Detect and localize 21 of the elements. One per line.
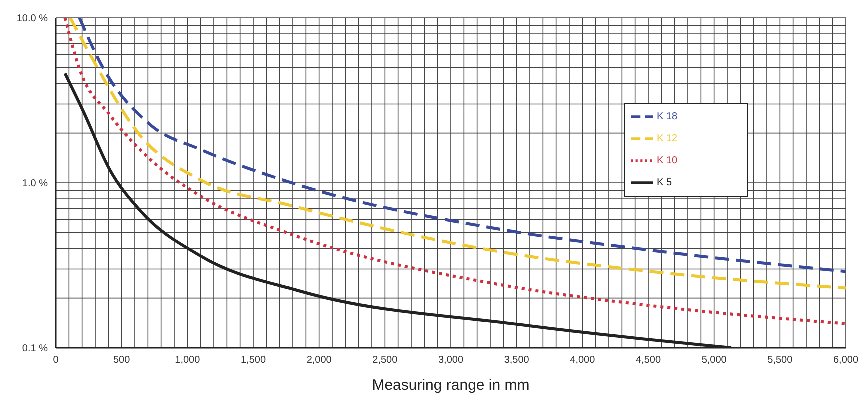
legend-label: K 18 — [657, 112, 678, 123]
y-tick-label: 1.0 % — [22, 178, 48, 190]
x-tick-label: 6,000 — [833, 355, 859, 366]
x-tick-label: 4,500 — [636, 355, 662, 366]
x-tick-label: 3,000 — [438, 355, 464, 366]
x-tick-label: 5,000 — [702, 355, 728, 366]
x-tick-label: 0 — [53, 355, 60, 366]
legend-label: K 10 — [657, 156, 678, 167]
x-tick-label: 2,000 — [306, 355, 332, 366]
x-tick-label: 5,500 — [768, 355, 794, 366]
y-tick-label: 0.1 % — [22, 344, 48, 355]
x-tick-label: 4,000 — [570, 355, 596, 366]
x-tick-label: 3,500 — [504, 355, 530, 366]
x-tick-label: 1,000 — [175, 355, 201, 366]
x-tick-label: 2,500 — [372, 355, 398, 366]
legend-label: K 5 — [657, 178, 672, 189]
y-tick-label: 10.0 % — [16, 14, 48, 25]
x-axis-title: Measuring range in mm — [372, 377, 530, 394]
legend-label: K 12 — [657, 134, 678, 145]
x-tick-label: 500 — [113, 355, 131, 366]
x-tick-label: 1,500 — [240, 355, 266, 366]
